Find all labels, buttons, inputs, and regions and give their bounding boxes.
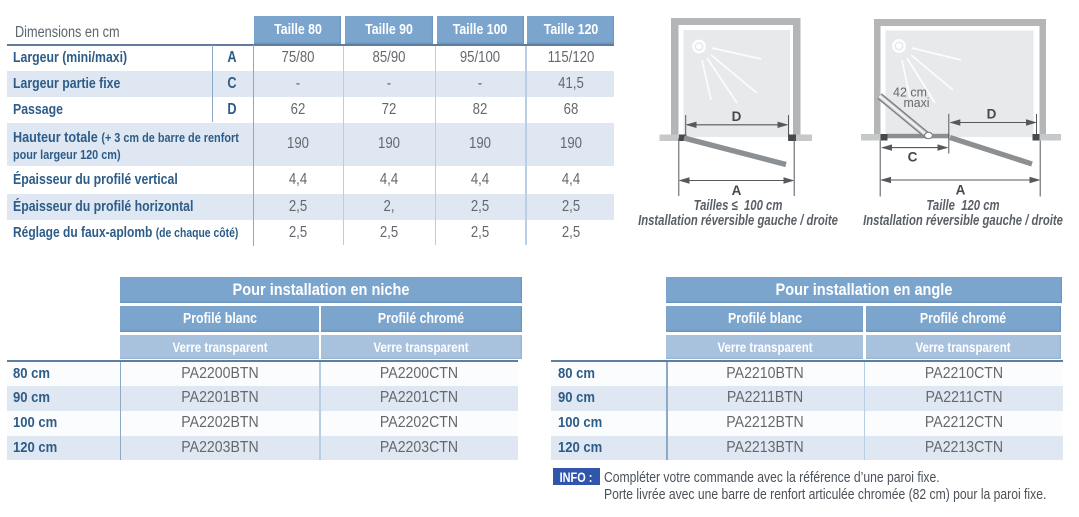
svg-text:42 cm: 42 cm <box>893 85 927 100</box>
svg-text:A: A <box>956 183 966 198</box>
svg-text:maxi: maxi <box>904 95 930 110</box>
svg-text:A: A <box>732 183 742 198</box>
svg-text:D: D <box>987 107 997 122</box>
svg-text:C: C <box>908 150 918 165</box>
svg-text:D: D <box>732 109 742 124</box>
